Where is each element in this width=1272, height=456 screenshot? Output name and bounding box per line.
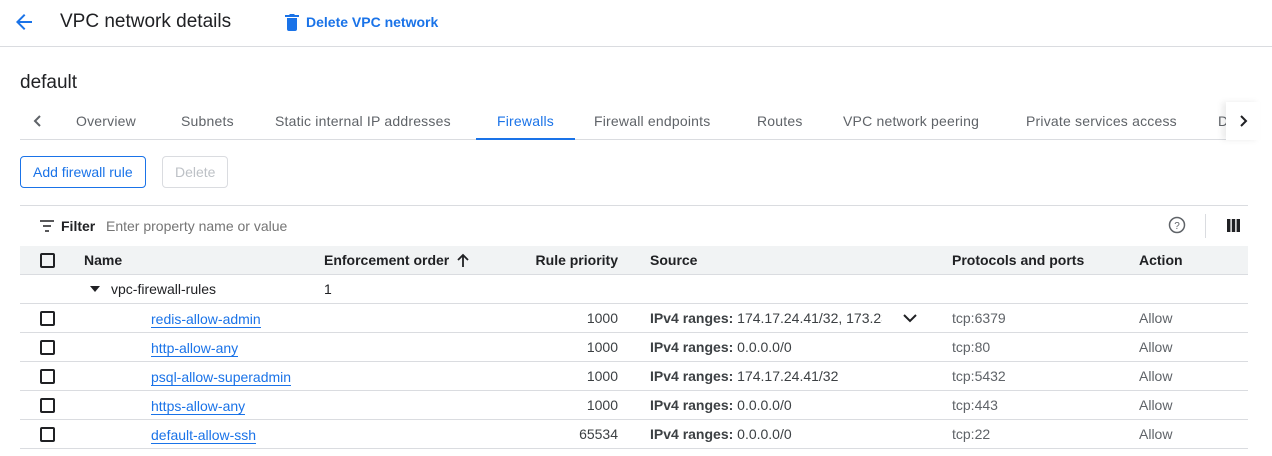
tab-private-services-access[interactable]: Private services access	[1026, 113, 1177, 129]
column-rule-priority[interactable]: Rule priority	[535, 252, 618, 268]
column-action[interactable]: Action	[1139, 252, 1183, 268]
rule-action: Allow	[1139, 339, 1173, 355]
chevron-down-icon[interactable]	[903, 313, 917, 323]
tab-static-internal-ip[interactable]: Static internal IP addresses	[275, 113, 451, 129]
rule-name-link[interactable]: https-allow-any	[151, 398, 246, 415]
rule-name-link[interactable]: psql-allow-superadmin	[151, 369, 292, 386]
top-bar: VPC network details Delete VPC network	[0, 0, 1272, 47]
rule-source: IPv4 ranges: 0.0.0.0/0	[650, 420, 882, 449]
column-protocols[interactable]: Protocols and ports	[952, 252, 1085, 268]
row-checkbox[interactable]	[40, 427, 55, 442]
group-row: vpc-firewall-rules 1	[20, 275, 1248, 304]
source-value: 0.0.0.0/0	[737, 397, 792, 413]
rule-protocols: tcp:22	[952, 426, 991, 442]
source-prefix: IPv4 ranges:	[650, 310, 734, 326]
rule-priority: 1000	[586, 368, 618, 384]
delete-vpc-network-button[interactable]: Delete VPC network	[284, 13, 438, 31]
column-display-icon[interactable]	[1227, 219, 1240, 232]
rule-action: Allow	[1139, 368, 1173, 384]
rule-priority: 1000	[586, 397, 618, 413]
add-firewall-rule-button[interactable]: Add firewall rule	[20, 156, 146, 188]
delete-button[interactable]: Delete	[162, 156, 229, 188]
column-source[interactable]: Source	[650, 252, 698, 268]
help-icon[interactable]: ?	[1168, 216, 1186, 234]
network-name: default	[20, 72, 78, 93]
rule-protocols: tcp:80	[952, 339, 991, 355]
rule-source: IPv4 ranges: 174.17.24.41/32	[650, 362, 882, 391]
rule-name-link[interactable]: redis-allow-admin	[151, 311, 261, 328]
tab-firewalls[interactable]: Firewalls	[476, 102, 575, 140]
group-name: vpc-firewall-rules	[111, 281, 217, 297]
filter-icon	[40, 220, 54, 232]
rule-action: Allow	[1139, 397, 1173, 413]
rule-protocols: tcp:6379	[952, 310, 1006, 326]
tab-firewall-endpoints[interactable]: Firewall endpoints	[594, 113, 711, 129]
table-row: http-allow-any 1000 IPv4 ranges: 0.0.0.0…	[20, 333, 1248, 362]
rule-name-link[interactable]: http-allow-any	[151, 340, 239, 357]
caret-down-icon[interactable]	[90, 285, 100, 293]
chevron-right-icon	[1240, 115, 1248, 127]
divider	[1205, 214, 1206, 238]
table-row: default-allow-ssh 65534 IPv4 ranges: 0.0…	[20, 420, 1248, 449]
rule-name-link[interactable]: default-allow-ssh	[151, 427, 257, 444]
group-order: 1	[324, 281, 332, 297]
rule-priority: 1000	[586, 310, 618, 326]
column-enforcement-order[interactable]: Enforcement order	[324, 252, 450, 268]
table-row: https-allow-any 1000 IPv4 ranges: 0.0.0.…	[20, 391, 1248, 420]
filter-input[interactable]	[106, 212, 1006, 240]
tab-overview[interactable]: Overview	[76, 113, 136, 129]
source-value: 174.17.24.41/32, 173.23	[737, 310, 882, 326]
rule-source: IPv4 ranges: 0.0.0.0/0	[650, 391, 882, 420]
rule-priority: 65534	[579, 426, 618, 442]
source-prefix: IPv4 ranges:	[650, 397, 734, 413]
table-row: psql-allow-superadmin 1000 IPv4 ranges: …	[20, 362, 1248, 391]
source-prefix: IPv4 ranges:	[650, 339, 734, 355]
rule-source: IPv4 ranges: 174.17.24.41/32, 173.23	[650, 304, 882, 333]
source-value: 0.0.0.0/0	[737, 426, 792, 442]
svg-text:?: ?	[1174, 221, 1180, 232]
page-title: VPC network details	[60, 11, 232, 32]
rule-source: IPv4 ranges: 0.0.0.0/0	[650, 333, 882, 362]
row-checkbox[interactable]	[40, 340, 55, 355]
tab-overflow[interactable]: D	[1218, 113, 1226, 129]
rule-priority: 1000	[586, 339, 618, 355]
scroll-right-button[interactable]	[1226, 102, 1260, 140]
tab-bar: Overview Subnets Static internal IP addr…	[20, 102, 1260, 140]
row-checkbox[interactable]	[40, 369, 55, 384]
arrow-up-icon[interactable]	[456, 253, 470, 268]
rule-action: Allow	[1139, 426, 1173, 442]
tab-vpc-network-peering[interactable]: VPC network peering	[843, 113, 980, 129]
column-name[interactable]: Name	[84, 252, 123, 268]
rule-protocols: tcp:5432	[952, 368, 1006, 384]
filter-label: Filter	[61, 218, 96, 234]
source-prefix: IPv4 ranges:	[650, 426, 734, 442]
table-row: redis-allow-admin 1000 IPv4 ranges: 174.…	[20, 304, 1248, 333]
tab-routes[interactable]: Routes	[757, 113, 803, 129]
source-prefix: IPv4 ranges:	[650, 368, 734, 384]
arrow-back-icon[interactable]	[12, 10, 36, 34]
rule-protocols: tcp:443	[952, 397, 998, 413]
source-value: 0.0.0.0/0	[737, 339, 792, 355]
select-all-checkbox[interactable]	[40, 253, 55, 268]
source-value: 174.17.24.41/32	[737, 368, 839, 384]
chevron-left-icon[interactable]	[30, 113, 46, 129]
table-header: Name Enforcement order Rule priority Sou…	[20, 246, 1248, 275]
row-checkbox[interactable]	[40, 311, 55, 326]
rule-action: Allow	[1139, 310, 1173, 326]
row-checkbox[interactable]	[40, 398, 55, 413]
tab-subnets[interactable]: Subnets	[181, 113, 234, 129]
delete-vpc-network-label: Delete VPC network	[306, 14, 439, 30]
trash-icon	[285, 14, 299, 31]
filter-bar: Filter ?	[20, 205, 1248, 246]
